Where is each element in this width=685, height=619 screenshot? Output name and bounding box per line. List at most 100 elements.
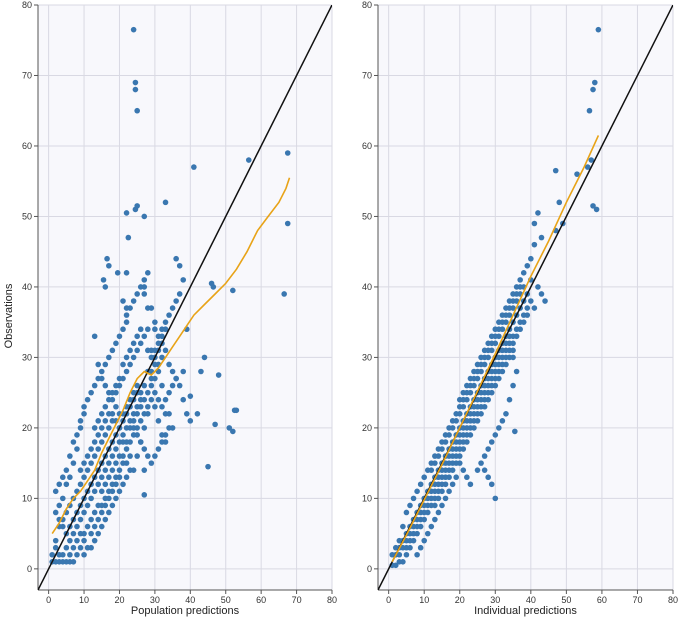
data-point: [152, 326, 158, 333]
data-point: [120, 481, 126, 488]
data-point: [417, 481, 424, 488]
data-point: [91, 425, 98, 431]
data-point: [67, 551, 73, 558]
data-point: [439, 502, 445, 509]
data-point: [88, 389, 94, 396]
data-point: [127, 453, 133, 459]
data-point: [74, 523, 80, 530]
data-point: [141, 492, 148, 498]
data-point: [148, 305, 155, 311]
data-point: [91, 382, 98, 389]
data-point: [488, 481, 495, 488]
data-layer: [378, 5, 673, 590]
data-point: [84, 453, 91, 459]
data-point: [201, 354, 208, 361]
data-point: [456, 439, 463, 445]
data-point: [113, 460, 119, 466]
data-point: [145, 389, 151, 396]
y-tick-label: 70: [362, 70, 372, 80]
data-point: [95, 516, 102, 523]
data-point: [152, 403, 158, 410]
data-point: [474, 418, 481, 424]
data-point: [120, 432, 126, 438]
data-point: [145, 403, 151, 410]
data-point: [488, 347, 495, 354]
data-point: [113, 495, 119, 502]
data-point: [159, 354, 165, 361]
data-point: [187, 393, 194, 399]
data-point: [210, 284, 217, 290]
y-tick-label: 60: [22, 141, 32, 151]
data-point: [492, 326, 499, 333]
data-point: [198, 368, 204, 375]
data-point: [134, 291, 140, 297]
data-point: [492, 432, 499, 438]
data-point: [481, 347, 488, 354]
data-point: [510, 305, 516, 311]
data-point: [187, 418, 194, 424]
data-point: [159, 333, 165, 340]
data-point: [109, 453, 116, 459]
data-point: [81, 474, 87, 481]
data-point: [517, 319, 523, 325]
data-point: [52, 537, 59, 544]
data-point: [155, 418, 162, 424]
data-point: [134, 425, 140, 431]
x-tick-label: 70: [632, 595, 642, 605]
data-point: [77, 418, 84, 424]
data-point: [407, 502, 413, 509]
data-point: [471, 425, 477, 431]
chart-panel-2: 0 10 20 30 40 50 60 70 80 0 10 20 30 40 50 60 70 80 Indivi…: [362, 0, 678, 617]
data-point: [123, 439, 130, 445]
data-point: [141, 291, 148, 297]
data-point: [588, 157, 595, 163]
x-axis-title: Individual predictions: [474, 605, 577, 617]
x-tick-label: 50: [221, 595, 231, 605]
data-point: [284, 150, 291, 156]
data-point: [134, 107, 140, 114]
data-point: [134, 347, 140, 354]
data-point: [106, 396, 112, 403]
data-point: [439, 446, 445, 452]
data-point: [88, 516, 94, 523]
data-point: [496, 333, 502, 340]
data-point: [474, 467, 481, 473]
data-point: [127, 467, 133, 473]
data-point: [130, 418, 137, 424]
data-point: [428, 523, 435, 530]
data-point: [456, 410, 463, 417]
data-point: [478, 460, 484, 466]
data-point: [592, 79, 598, 86]
data-point: [84, 396, 91, 403]
data-point: [155, 396, 162, 403]
data-point: [524, 305, 531, 311]
data-point: [506, 340, 513, 347]
data-point: [471, 410, 477, 417]
data-point: [233, 407, 240, 414]
data-point: [478, 368, 484, 375]
data-point: [113, 474, 119, 481]
x-tick-label: 30: [150, 595, 160, 605]
data-point: [141, 410, 148, 417]
data-point: [95, 432, 102, 438]
data-point: [173, 375, 179, 382]
data-point: [552, 167, 559, 174]
data-point: [506, 354, 513, 361]
data-point: [81, 537, 87, 544]
data-point: [70, 544, 77, 551]
data-point: [152, 453, 158, 459]
data-point: [531, 220, 538, 227]
data-point: [410, 495, 417, 502]
x-tick-label: 60: [597, 595, 607, 605]
data-point: [503, 319, 509, 325]
x-tick-label: 70: [292, 595, 302, 605]
data-point: [123, 446, 130, 452]
data-point: [439, 488, 445, 495]
data-point: [166, 425, 172, 431]
data-point: [512, 428, 518, 435]
data-point: [449, 467, 456, 473]
data-point: [102, 495, 109, 502]
data-point: [113, 382, 119, 389]
data-point: [503, 361, 509, 368]
x-tick-label: 80: [668, 595, 678, 605]
